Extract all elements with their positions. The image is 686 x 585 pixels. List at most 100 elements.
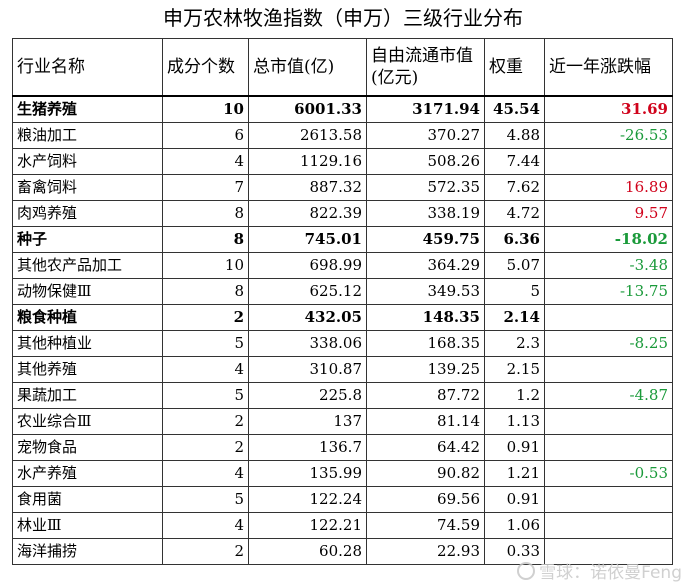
cell-name: 水产养殖 — [12, 460, 163, 487]
table-row: 生猪养殖 10 6001.33 3171.94 45.54 31.69 — [12, 95, 673, 123]
cell-market-cap: 137 — [248, 408, 367, 435]
cell-float-market-cap: 508.26 — [366, 148, 485, 175]
cell-change — [544, 486, 673, 513]
cell-float-market-cap: 22.93 — [366, 538, 485, 565]
cell-name: 果蔬加工 — [12, 382, 163, 409]
industry-table: 行业名称 成分个数 总市值(亿) 自由流通市值(亿元) 权重 近一年涨跌幅 生猪… — [12, 38, 673, 565]
cell-market-cap: 6001.33 — [248, 95, 367, 123]
cell-weight: 6.36 — [484, 226, 545, 253]
table-row: 林业Ⅲ 4 122.21 74.59 1.06 — [12, 512, 673, 539]
cell-change: 16.89 — [544, 174, 673, 201]
cell-count: 5 — [162, 486, 249, 513]
cell-name: 食用菌 — [12, 486, 163, 513]
cell-name: 林业Ⅲ — [12, 512, 163, 539]
table-row: 粮油加工 6 2613.58 370.27 4.88 -26.53 — [12, 122, 673, 149]
cell-change: -18.02 — [544, 226, 673, 253]
cell-weight: 2.14 — [484, 304, 545, 331]
header-count: 成分个数 — [162, 38, 249, 97]
cell-name: 水产饲料 — [12, 148, 163, 175]
table-row: 水产养殖 4 135.99 90.82 1.21 -0.53 — [12, 460, 673, 487]
cell-weight: 1.13 — [484, 408, 545, 435]
cell-market-cap: 1129.16 — [248, 148, 367, 175]
header-float-market-cap: 自由流通市值(亿元) — [366, 38, 485, 97]
cell-change: -8.25 — [544, 330, 673, 357]
cell-name: 畜禽饲料 — [12, 174, 163, 201]
cell-market-cap: 698.99 — [248, 252, 367, 279]
cell-name: 生猪养殖 — [12, 95, 163, 123]
cell-market-cap: 432.05 — [248, 304, 367, 331]
cell-change — [544, 512, 673, 539]
cell-count: 4 — [162, 148, 249, 175]
cell-change: 31.69 — [544, 95, 673, 123]
cell-weight: 1.21 — [484, 460, 545, 487]
cell-weight: 2.15 — [484, 356, 545, 383]
cell-float-market-cap: 168.35 — [366, 330, 485, 357]
cell-change: -13.75 — [544, 278, 673, 305]
cell-change — [544, 538, 673, 565]
table-body: 生猪养殖 10 6001.33 3171.94 45.54 31.69 粮油加工 6 2613.… — [12, 95, 673, 565]
cell-float-market-cap: 349.53 — [366, 278, 485, 305]
cell-weight: 7.62 — [484, 174, 545, 201]
cell-market-cap: 60.28 — [248, 538, 367, 565]
cell-market-cap: 122.24 — [248, 486, 367, 513]
snowball-logo-icon — [517, 561, 536, 580]
cell-market-cap: 122.21 — [248, 512, 367, 539]
cell-name: 其他养殖 — [12, 356, 163, 383]
cell-change — [544, 434, 673, 461]
watermark-text: 雪球：诺依曼Feng — [539, 563, 682, 583]
cell-count: 5 — [162, 382, 249, 409]
cell-float-market-cap: 139.25 — [366, 356, 485, 383]
cell-weight: 45.54 — [484, 95, 545, 123]
table-row: 其他养殖 4 310.87 139.25 2.15 — [12, 356, 673, 383]
cell-market-cap: 136.7 — [248, 434, 367, 461]
cell-float-market-cap: 459.75 — [366, 226, 485, 253]
cell-change — [544, 304, 673, 331]
table-row: 果蔬加工 5 225.8 87.72 1.2 -4.87 — [12, 382, 673, 409]
cell-market-cap: 2613.58 — [248, 122, 367, 149]
cell-change: 9.57 — [544, 200, 673, 227]
cell-weight: 7.44 — [484, 148, 545, 175]
cell-float-market-cap: 69.56 — [366, 486, 485, 513]
watermark: 雪球：诺依曼Feng — [517, 558, 682, 583]
header-weight: 权重 — [484, 38, 545, 97]
cell-count: 5 — [162, 330, 249, 357]
cell-market-cap: 310.87 — [248, 356, 367, 383]
cell-name: 海洋捕捞 — [12, 538, 163, 565]
cell-float-market-cap: 370.27 — [366, 122, 485, 149]
header-name: 行业名称 — [12, 38, 163, 97]
cell-weight: 1.2 — [484, 382, 545, 409]
cell-market-cap: 887.32 — [248, 174, 367, 201]
table-row: 动物保健Ⅲ 8 625.12 349.53 5 -13.75 — [12, 278, 673, 305]
table-row: 肉鸡养殖 8 822.39 338.19 4.72 9.57 — [12, 200, 673, 227]
cell-weight: 0.91 — [484, 486, 545, 513]
cell-float-market-cap: 3171.94 — [366, 95, 485, 123]
cell-name: 其他农产品加工 — [12, 252, 163, 279]
table-row: 食用菌 5 122.24 69.56 0.91 — [12, 486, 673, 513]
cell-count: 8 — [162, 278, 249, 305]
cell-weight: 0.91 — [484, 434, 545, 461]
cell-float-market-cap: 338.19 — [366, 200, 485, 227]
cell-float-market-cap: 87.72 — [366, 382, 485, 409]
cell-market-cap: 745.01 — [248, 226, 367, 253]
cell-count: 2 — [162, 538, 249, 565]
table-row: 种子 8 745.01 459.75 6.36 -18.02 — [12, 226, 673, 253]
cell-name: 粮油加工 — [12, 122, 163, 149]
table-row: 水产饲料 4 1129.16 508.26 7.44 — [12, 148, 673, 175]
header-change: 近一年涨跌幅 — [544, 38, 673, 97]
cell-change: -4.87 — [544, 382, 673, 409]
cell-float-market-cap: 572.35 — [366, 174, 485, 201]
cell-count: 10 — [162, 95, 249, 123]
cell-name: 种子 — [12, 226, 163, 253]
cell-float-market-cap: 74.59 — [366, 512, 485, 539]
cell-weight: 1.06 — [484, 512, 545, 539]
table-row: 畜禽饲料 7 887.32 572.35 7.62 16.89 — [12, 174, 673, 201]
table-row: 宠物食品 2 136.7 64.42 0.91 — [12, 434, 673, 461]
cell-count: 2 — [162, 304, 249, 331]
cell-weight: 5 — [484, 278, 545, 305]
cell-count: 4 — [162, 356, 249, 383]
cell-count: 8 — [162, 226, 249, 253]
cell-market-cap: 822.39 — [248, 200, 367, 227]
cell-weight: 4.72 — [484, 200, 545, 227]
table-row: 其他农产品加工 10 698.99 364.29 5.07 -3.48 — [12, 252, 673, 279]
cell-name: 宠物食品 — [12, 434, 163, 461]
